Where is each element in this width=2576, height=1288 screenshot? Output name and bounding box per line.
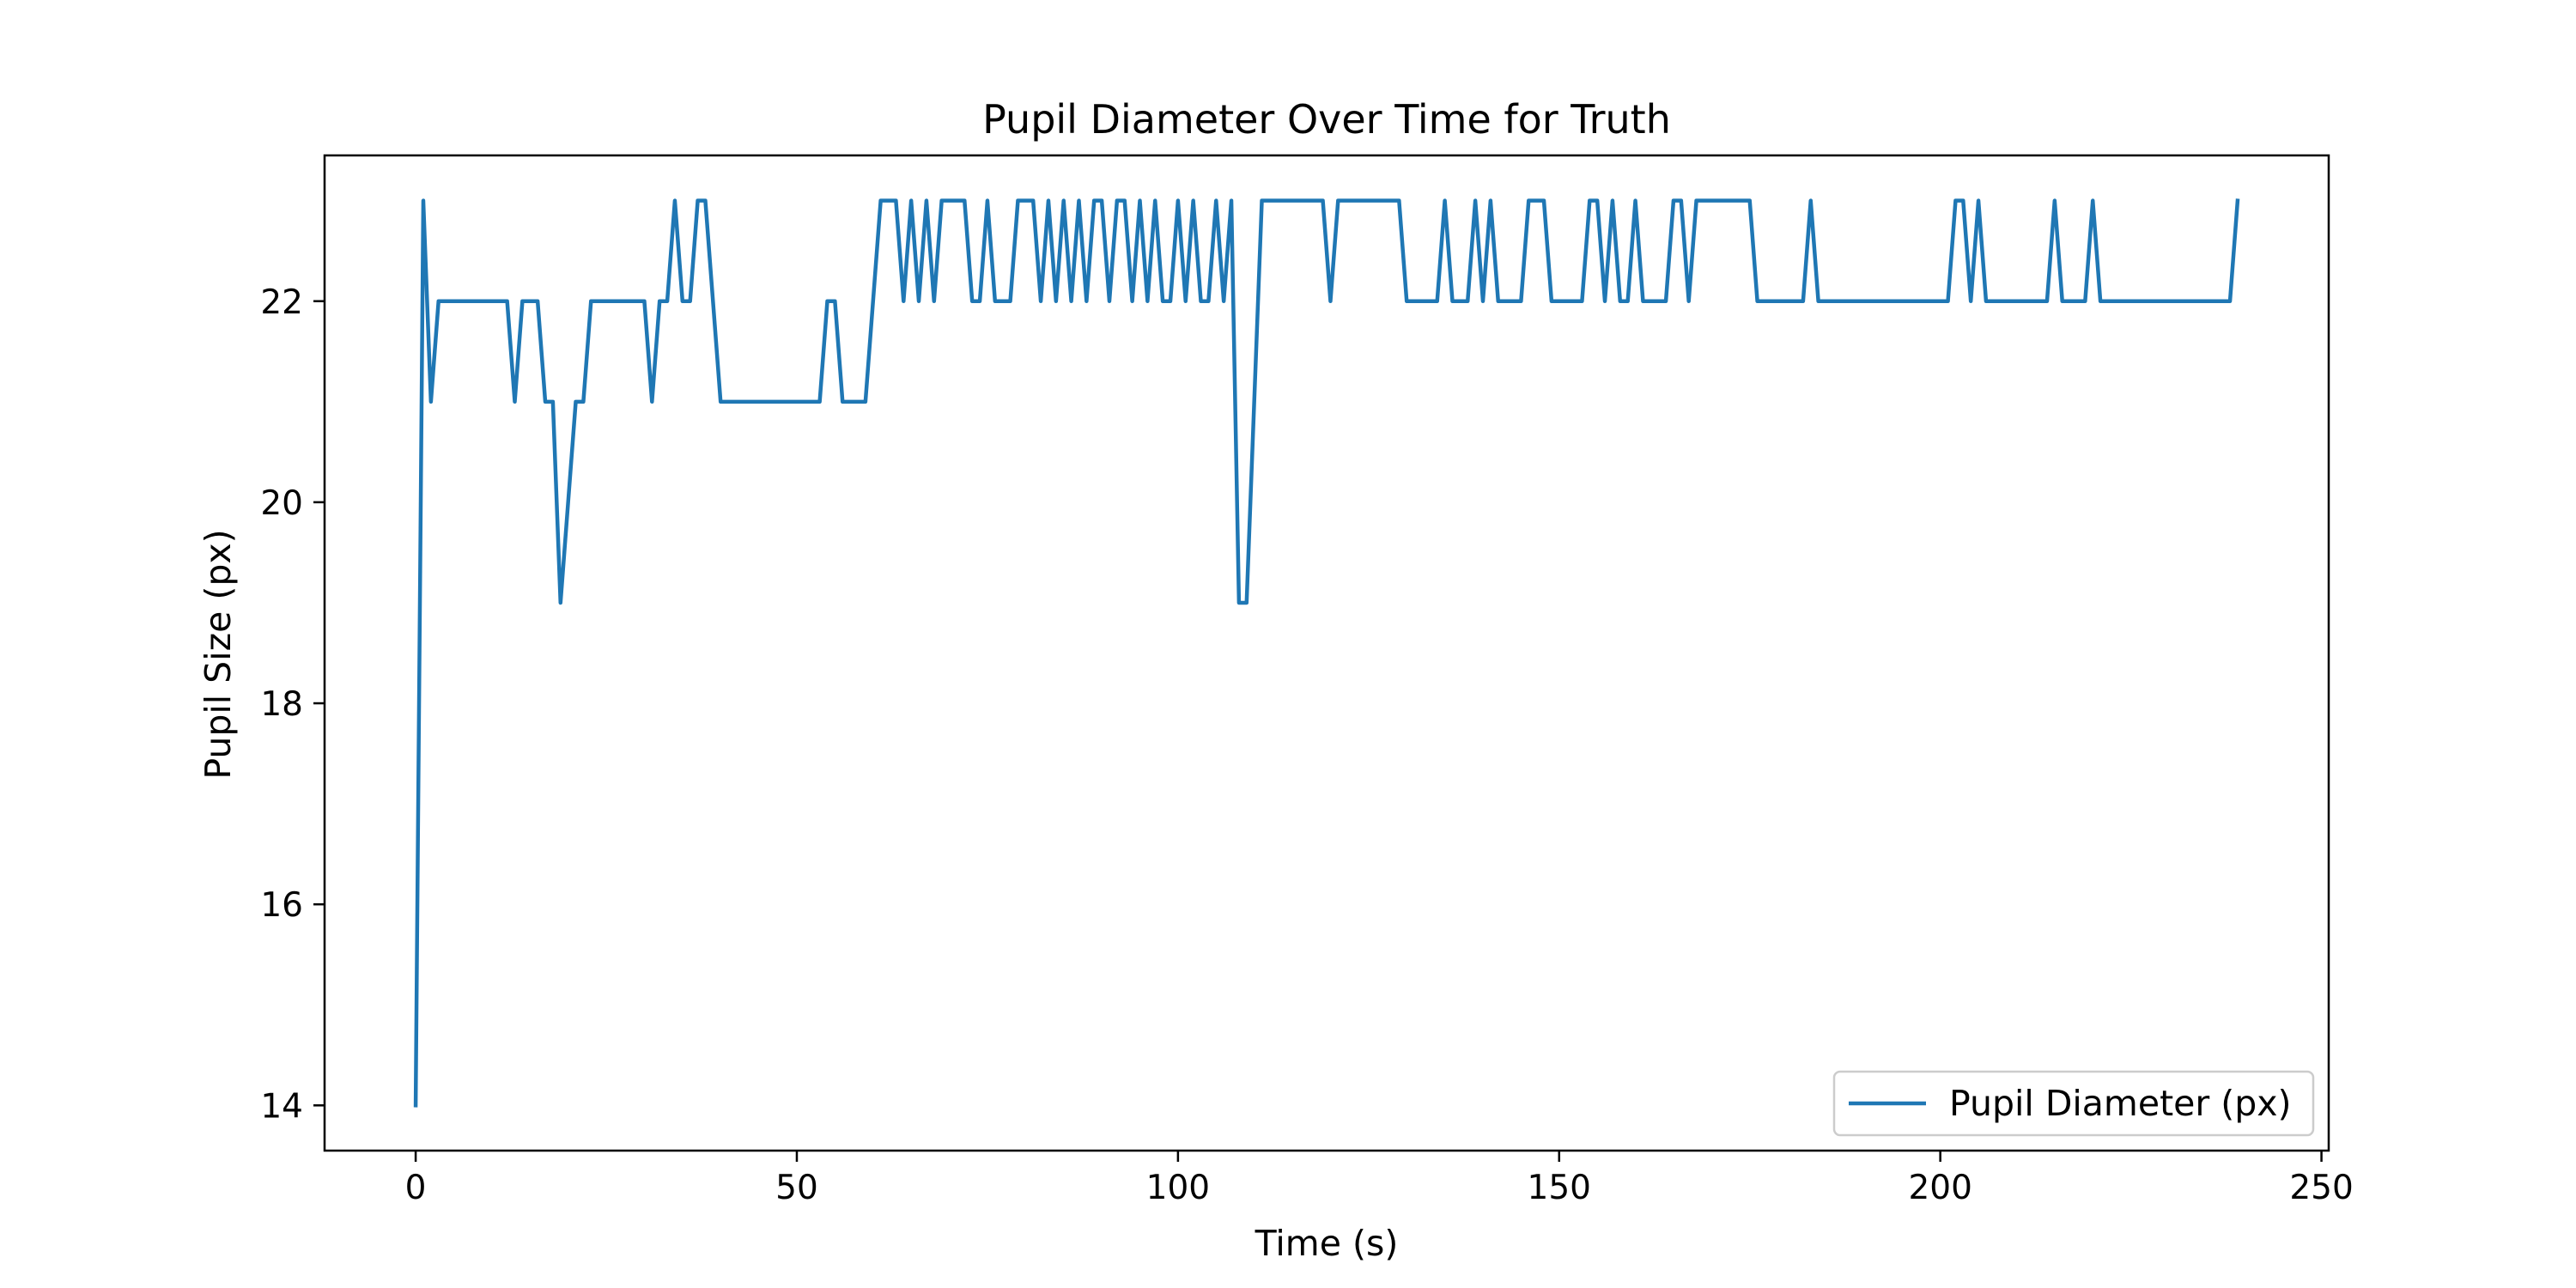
y-axis: 14 16 18 20 22: [260, 283, 325, 1126]
legend-label-pupil-diameter: Pupil Diameter (px): [1949, 1083, 2292, 1124]
plot-frame: [323, 154, 2330, 1152]
x-tick-label: 200: [1908, 1169, 1971, 1207]
y-tick-label: 20: [260, 484, 303, 523]
y-tick-label: 18: [260, 685, 303, 724]
plot-area: [413, 198, 2240, 1108]
x-tick-label: 0: [405, 1169, 427, 1207]
x-tick-label: 150: [1528, 1169, 1591, 1207]
x-tick-label: 100: [1146, 1169, 1210, 1207]
x-axis: 0 50 100 150 200 250: [405, 1151, 2354, 1207]
x-tick-label: 50: [775, 1169, 818, 1207]
y-tick-label: 22: [260, 283, 303, 322]
y-tick-label: 16: [260, 886, 303, 925]
x-tick-label: 250: [2289, 1169, 2353, 1207]
legend: Pupil Diameter (px): [1832, 1070, 2315, 1137]
series-line-0: [413, 198, 2240, 1108]
legend-box: [1832, 1070, 2315, 1137]
y-tick-label: 14: [260, 1087, 303, 1126]
x-axis-label: Time (s): [1255, 1223, 1399, 1264]
chart-title: Pupil Diameter Over Time for Truth: [982, 96, 1671, 143]
y-axis-label: Pupil Size (px): [197, 529, 239, 779]
